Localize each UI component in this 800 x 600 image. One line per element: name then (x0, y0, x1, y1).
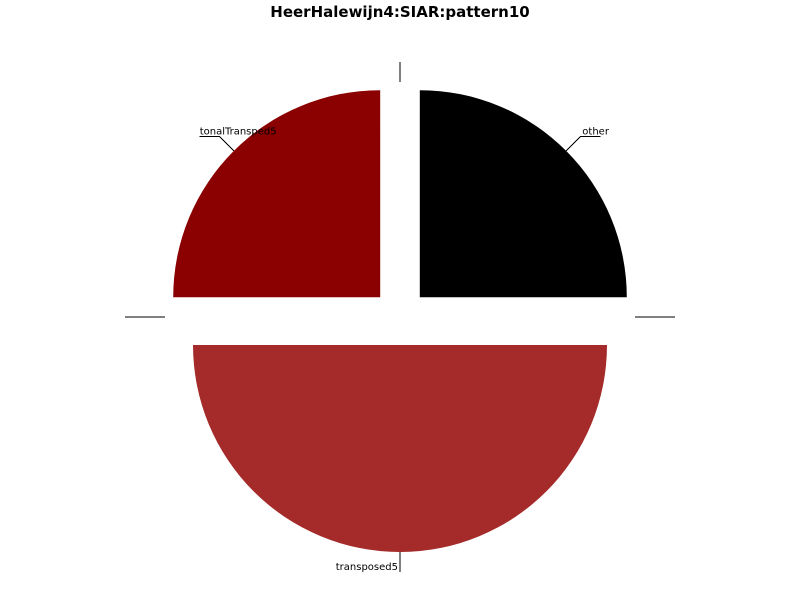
leader-line (199, 136, 235, 152)
pie-slice-transposed5 (193, 345, 607, 552)
chart-title: HeerHalewijn4:SIAR:pattern10 (270, 3, 530, 21)
pie-slice-other (419, 90, 627, 298)
pie-slice-tonalTransped5 (173, 90, 381, 298)
slice-label: tonalTransped5 (200, 127, 277, 138)
slice-label: other (582, 127, 610, 138)
leader-line (565, 136, 601, 152)
slice-label: transposed5 (336, 562, 398, 573)
